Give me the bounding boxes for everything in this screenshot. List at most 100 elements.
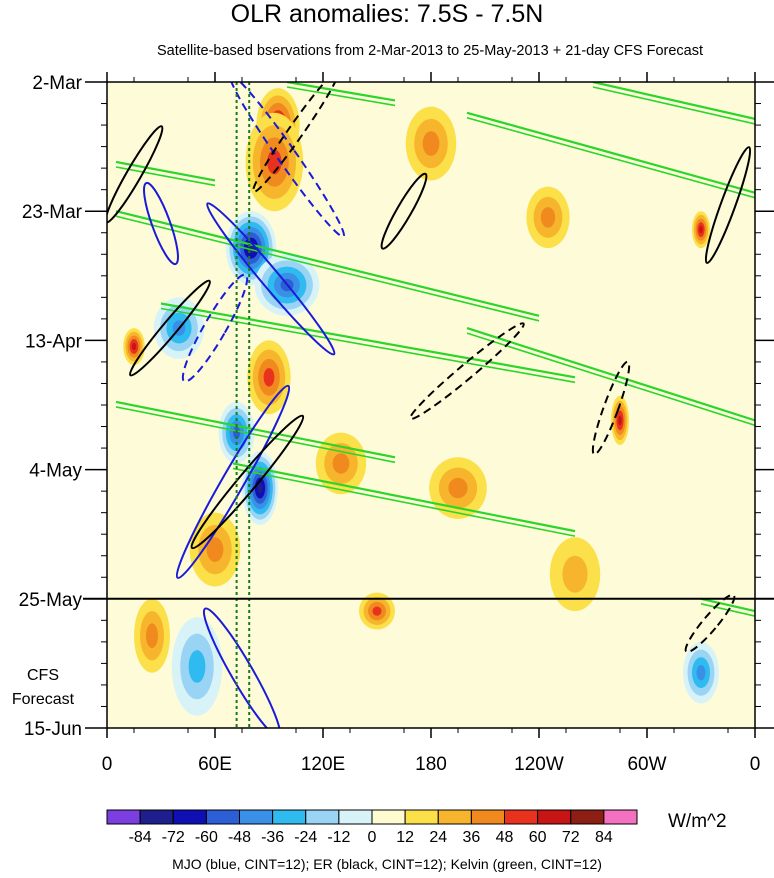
kelvin-contour [466, 327, 755, 422]
er-contour [591, 360, 631, 456]
kelvin-contour [466, 111, 755, 194]
er-contour [409, 322, 525, 420]
kelvin-contour [466, 332, 755, 427]
olr-anomaly-field [123, 88, 719, 716]
mjo-contour [202, 607, 282, 728]
kelvin-contour [286, 82, 396, 102]
anomaly-blob [188, 650, 206, 683]
colorbar-label: 48 [496, 829, 514, 846]
x-tick-label: 60E [198, 754, 232, 775]
colorbar-swatch [172, 809, 207, 825]
anomaly-blob [206, 537, 224, 562]
anomaly-blob [562, 555, 588, 593]
forecast-label: CFS Forecast [0, 664, 86, 712]
y-tick-label: 23-Mar [22, 202, 83, 223]
chart-subtitle: Satellite-based bservations from 2-Mar-2… [156, 43, 703, 59]
kelvin-contour [115, 166, 216, 187]
x-tick-label: 180 [415, 754, 447, 775]
kelvin-contour [160, 307, 576, 384]
x-axis: 0 60E 120E 180 120W 60W 0 [102, 72, 761, 775]
colorbar-swatch [106, 809, 141, 825]
anomaly-blob [146, 623, 158, 649]
forecast-label-line1: CFS [27, 667, 59, 684]
colorbar-swatch [139, 809, 174, 825]
kelvin-contour [115, 400, 396, 459]
mjo-contour [143, 181, 179, 266]
mjo-contour [229, 82, 345, 238]
anomaly-blob [372, 606, 382, 616]
kelvin-contour [466, 116, 755, 199]
y-tick-label: 13-Apr [25, 331, 83, 352]
er-contour [380, 172, 428, 250]
colorbar-swatch [537, 809, 572, 825]
colorbar-swatch [470, 809, 505, 825]
kelvin-contour [286, 86, 396, 107]
kelvin-contour [160, 302, 576, 379]
anomaly-blob [618, 415, 622, 426]
y-tick-label: 4-May [29, 461, 82, 482]
x-tick-label: 0 [102, 754, 113, 775]
kelvin-contour [592, 86, 755, 125]
er-contour [704, 146, 752, 264]
anomaly-blob [263, 368, 275, 387]
colorbar-label: 72 [562, 829, 580, 846]
forecast-label-line2: Forecast [11, 691, 75, 708]
colorbar-label: -24 [294, 829, 317, 846]
er-contour [252, 82, 340, 193]
colorbar-label: 0 [368, 829, 377, 846]
colorbar-swatch [404, 809, 439, 825]
y-tick-label: 2-Mar [32, 73, 82, 94]
kelvin-contour [115, 406, 396, 464]
chart-title: OLR anomalies: 7.5S - 7.5N [230, 0, 544, 28]
mjo-contour [181, 273, 249, 383]
er-contour [190, 414, 305, 550]
er-contour [684, 593, 736, 654]
colorbar-swatch [504, 809, 539, 825]
y-axis: 2-Mar 23-Mar 13-Apr 4-May 25-May 15-Jun [19, 73, 774, 740]
colorbar-label: -72 [162, 829, 185, 846]
x-tick-label: 0 [750, 754, 761, 775]
colorbar-label: 24 [429, 829, 447, 846]
anomaly-blob [332, 453, 350, 474]
colorbar-swatch [437, 809, 472, 825]
mjo-contours [143, 82, 345, 728]
x-tick-label: 60W [627, 754, 666, 775]
footnote: MJO (blue, CINT=12); ER (black, CINT=12)… [172, 856, 602, 872]
colorbar-label: 60 [529, 829, 547, 846]
x-tick-label: 120W [514, 754, 564, 775]
colorbar-label: 84 [595, 829, 613, 846]
colorbar-swatch [205, 809, 240, 825]
colorbar-label: -36 [261, 829, 284, 846]
anomaly-blob [448, 477, 468, 499]
colorbar-label: -12 [327, 829, 350, 846]
er-contours [107, 82, 752, 654]
colorbar-swatch [371, 809, 406, 825]
colorbar-swatch [603, 809, 638, 825]
kelvin-contour [115, 215, 540, 322]
colorbar-swatch [338, 809, 373, 825]
kelvin-contour [232, 462, 576, 533]
anomaly-blob [699, 225, 703, 234]
kelvin-contour [232, 467, 576, 537]
colorbar-label: 36 [462, 829, 480, 846]
anomaly-blob [131, 342, 137, 351]
y-tick-label: 15-Jun [24, 719, 82, 740]
colorbar-swatch [305, 809, 340, 825]
kelvin-contour [115, 160, 216, 182]
x-tick-label: 120E [301, 754, 345, 775]
kelvin-contour [115, 210, 540, 317]
kelvin-contour [592, 82, 755, 120]
colorbar-label: -48 [228, 829, 251, 846]
er-contour [107, 125, 164, 224]
er-contour [129, 279, 211, 377]
mjo-contour [175, 384, 291, 579]
colorbar-label: -84 [129, 829, 152, 846]
kelvin-contours [115, 82, 755, 617]
anomaly-blob [540, 207, 556, 228]
colorbar-swatch [570, 809, 605, 825]
colorbar-unit: W/m^2 [668, 811, 727, 832]
mjo-contour [206, 202, 336, 356]
colorbar-label: -60 [195, 829, 218, 846]
colorbar-label: 12 [396, 829, 414, 846]
